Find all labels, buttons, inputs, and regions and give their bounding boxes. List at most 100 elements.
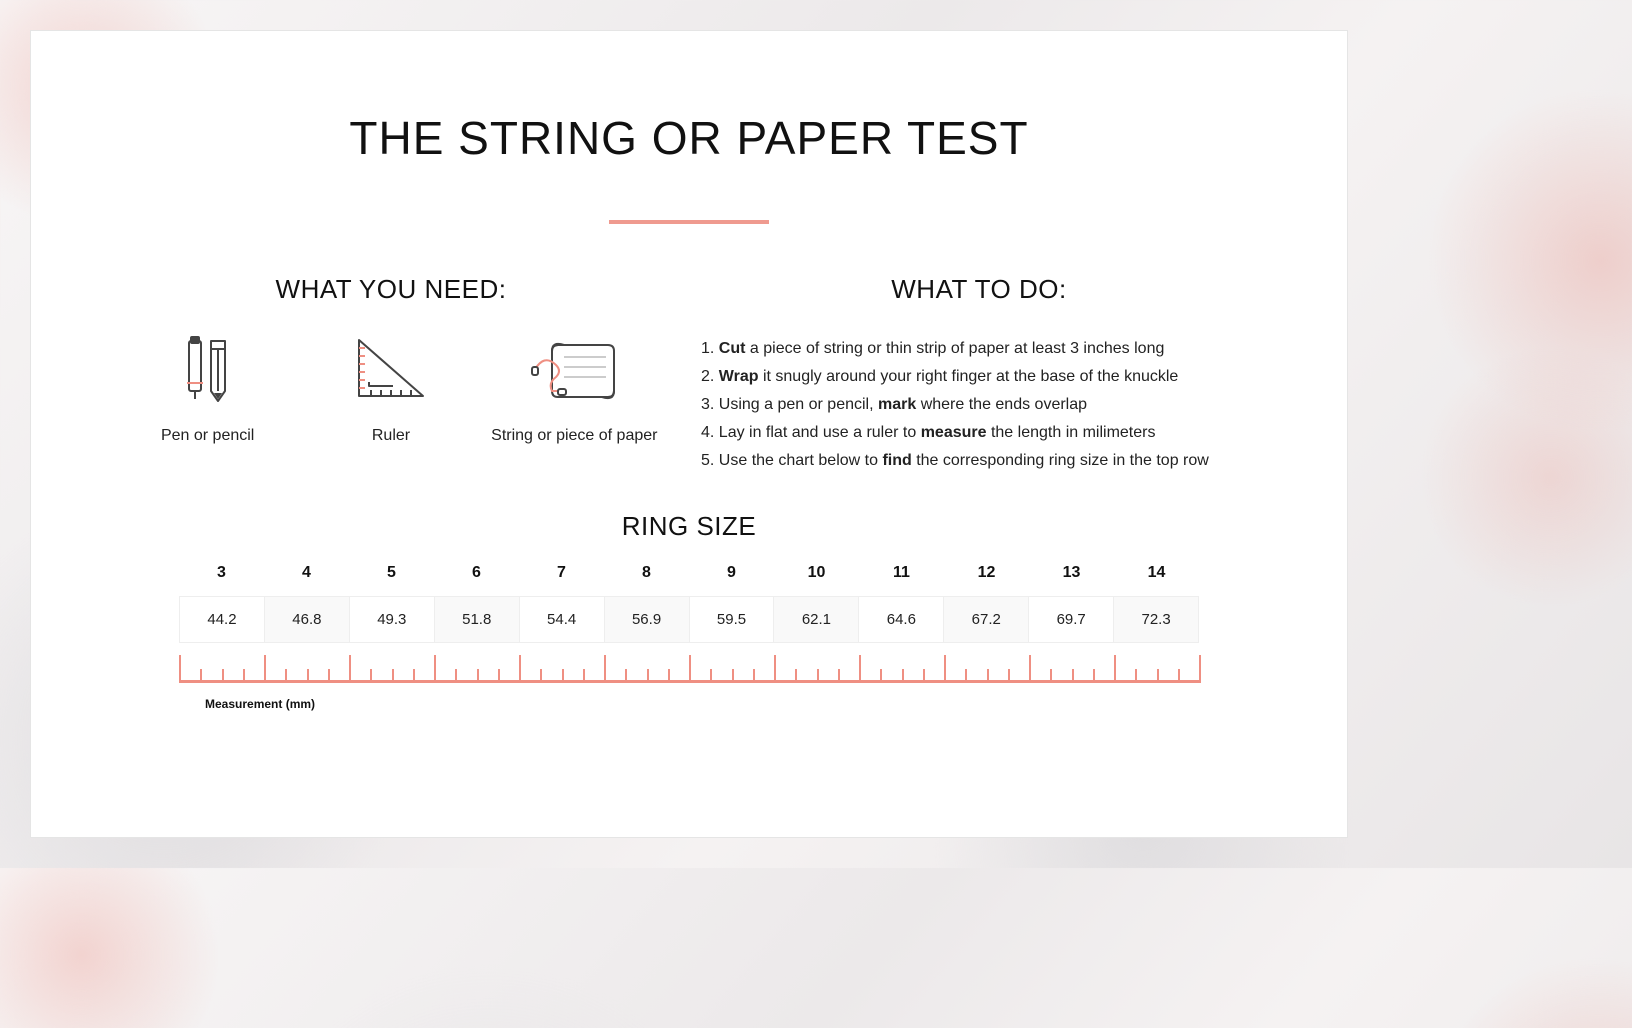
measurement-cell: 46.8 [265,597,350,642]
content-columns: WHAT YOU NEED: [121,274,1257,475]
ruler-tick-minor [477,669,479,683]
measurement-cell: 49.3 [350,597,435,642]
step-item: 3. Using a pen or pencil, mark where the… [701,391,1257,419]
ruler-tick-minor [222,669,224,683]
ruler-tick-minor [965,669,967,683]
measurement-cell: 51.8 [435,597,520,642]
measurement-cell: 64.6 [859,597,944,642]
measurement-cell: 62.1 [774,597,859,642]
steps-list: 1. Cut a piece of string or thin strip o… [701,335,1257,475]
size-cell: 7 [519,564,604,596]
measurement-cell: 69.7 [1029,597,1114,642]
ruler-tick-minor [583,669,585,683]
ruler-tick-minor [838,669,840,683]
ruler-tick-major [179,655,181,683]
need-items: Pen or pencil [121,335,661,445]
info-card: THE STRING OR PAPER TEST WHAT YOU NEED: [30,30,1348,838]
pen-pencil-icon [181,335,235,405]
ruler-tick-minor [562,669,564,683]
need-heading: WHAT YOU NEED: [121,274,661,305]
measurement-cell: 44.2 [180,597,265,642]
ruler-tick-minor [647,669,649,683]
size-cell: 9 [689,564,774,596]
ruler-tick-minor [753,669,755,683]
measurement-cell: 59.5 [690,597,775,642]
ruler-tick-major [434,655,436,683]
ruler-tick-minor [455,669,457,683]
ruler-tick-minor [1072,669,1074,683]
ruler-tick-minor [668,669,670,683]
size-cell: 5 [349,564,434,596]
ruler-tick-major [604,655,606,683]
size-cell: 14 [1114,564,1199,596]
todo-heading: WHAT TO DO: [701,274,1257,305]
size-cell: 3 [179,564,264,596]
ruler-tick-minor [1157,669,1159,683]
ring-size-row: 34567891011121314 [179,564,1199,596]
ring-chart: 34567891011121314 44.246.849.351.854.456… [179,564,1199,711]
ruler-tick-major [1029,655,1031,683]
what-you-need-section: WHAT YOU NEED: [121,274,661,475]
need-item-ruler: Ruler [304,335,477,445]
need-label: Ruler [372,427,410,445]
size-cell: 4 [264,564,349,596]
measurement-row: 44.246.849.351.854.456.959.562.164.667.2… [179,596,1199,643]
size-cell: 10 [774,564,859,596]
size-cell: 6 [434,564,519,596]
unit-label: Measurement (mm) [179,697,1199,711]
ruler-tick-minor [732,669,734,683]
measurement-cell: 56.9 [605,597,690,642]
ruler-tick-minor [413,669,415,683]
ruler-tick-minor [540,669,542,683]
ruler-tick-major [944,655,946,683]
ruler-tick-major [859,655,861,683]
ruler-tick-major [264,655,266,683]
ruler-tick-minor [795,669,797,683]
size-cell: 8 [604,564,689,596]
ruler-tick-minor [923,669,925,683]
size-cell: 12 [944,564,1029,596]
step-item: 5. Use the chart below to find the corre… [701,447,1257,475]
ruler-ticks [179,643,1199,683]
ruler-tick-minor [710,669,712,683]
ruler-tick-minor [498,669,500,683]
ruler-tick-minor [817,669,819,683]
ruler-tick-minor [1050,669,1052,683]
ruler-tick-minor [1008,669,1010,683]
page-title: THE STRING OR PAPER TEST [121,111,1257,165]
size-cell: 13 [1029,564,1114,596]
ruler-tick-minor [880,669,882,683]
ruler-tick-major [349,655,351,683]
need-item-paper: String or piece of paper [488,335,661,445]
ruler-tick-minor [200,669,202,683]
ring-size-section: RING SIZE 34567891011121314 44.246.849.3… [121,511,1257,711]
ruler-tick-major [774,655,776,683]
ruler-triangle-icon [351,335,431,405]
string-paper-icon [528,335,620,405]
ruler-tick-major [689,655,691,683]
ruler-tick-minor [392,669,394,683]
ruler-tick-major [519,655,521,683]
step-item: 4. Lay in flat and use a ruler to measur… [701,419,1257,447]
ruler-tick-major [1114,655,1116,683]
need-label: Pen or pencil [161,427,254,445]
ruler-tick-minor [307,669,309,683]
ruler-tick-minor [987,669,989,683]
what-to-do-section: WHAT TO DO: 1. Cut a piece of string or … [701,274,1257,475]
need-item-pen: Pen or pencil [121,335,294,445]
ruler-tick-minor [625,669,627,683]
ruler-tick-minor [902,669,904,683]
ruler-tick-minor [328,669,330,683]
need-label: String or piece of paper [491,427,657,445]
ruler-tick-minor [1093,669,1095,683]
measurement-cell: 54.4 [520,597,605,642]
measurement-cell: 72.3 [1114,597,1198,642]
ruler-tick-minor [243,669,245,683]
ruler-tick-minor [1135,669,1137,683]
step-item: 2. Wrap it snugly around your right fing… [701,363,1257,391]
size-cell: 11 [859,564,944,596]
ruler-tick-major [1199,655,1201,683]
step-item: 1. Cut a piece of string or thin strip o… [701,335,1257,363]
title-divider [609,220,769,224]
ruler-tick-minor [1178,669,1180,683]
